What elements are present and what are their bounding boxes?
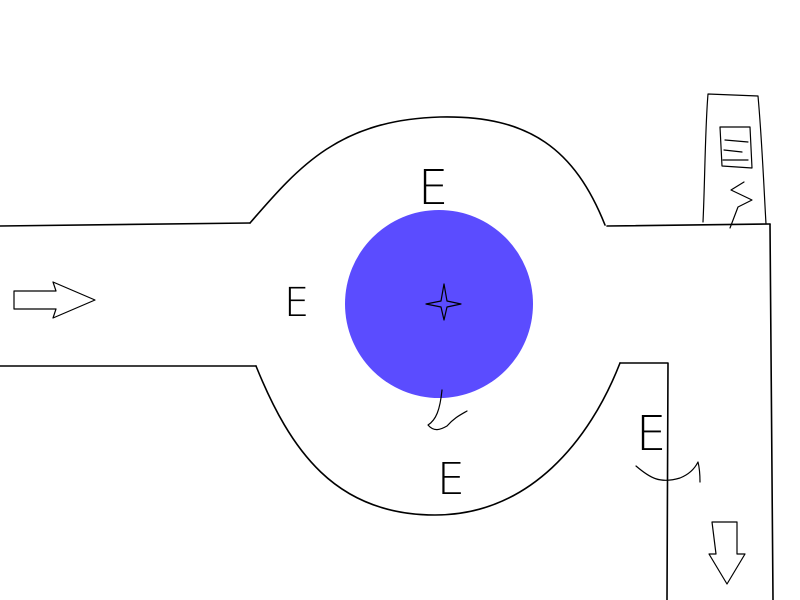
label-top-e: E: [418, 160, 448, 216]
squiggle-mark-bottom-right: [635, 461, 701, 483]
exit-road-top-edge: [606, 223, 771, 227]
exit-road-right-edge: [769, 223, 774, 600]
four-point-star-icon: [425, 283, 462, 321]
building-icon: [702, 93, 767, 229]
roundabout-top-curve: [249, 116, 606, 226]
label-bottom-e: E: [437, 454, 465, 505]
arrow-down-icon: [708, 521, 746, 585]
roundabout-bottom-curve: [255, 362, 621, 516]
entry-road-top-edge: [0, 222, 251, 227]
label-left-e: E: [284, 280, 309, 326]
center-island: [345, 210, 533, 398]
road-outline: [0, 116, 774, 600]
arrow-right-icon: [13, 281, 96, 319]
squiggle-mark-bottom-center: [427, 389, 468, 431]
exit-road-inner-corner: [619, 362, 669, 600]
label-right-exit-e: E: [636, 406, 666, 462]
